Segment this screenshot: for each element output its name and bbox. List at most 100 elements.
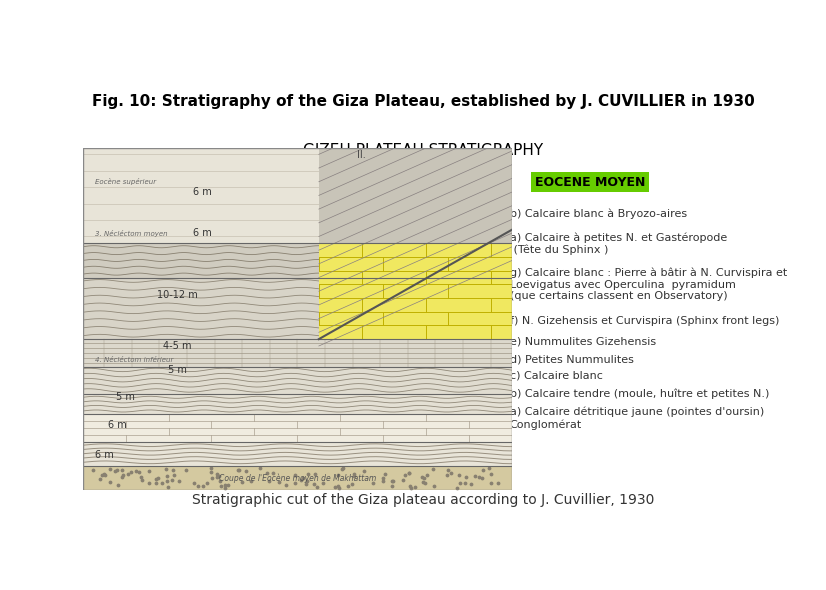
Text: 6 m: 6 m (193, 228, 212, 238)
Point (232, 465, 245, 474)
Point (485, 478, 498, 488)
Text: Eocène supérieur: Eocène supérieur (96, 178, 157, 185)
Point (266, 468, 279, 478)
Point (112, 480, 125, 490)
Bar (83, 148, 319, 243)
Point (307, 480, 320, 489)
Point (331, 481, 344, 490)
Text: 5 m: 5 m (116, 392, 135, 402)
Text: b) Calcaire tendre (moule, huître et petites N.): b) Calcaire tendre (moule, huître et pet… (510, 388, 769, 399)
Bar (319, 148, 512, 243)
Point (132, 467, 145, 477)
Point (172, 476, 185, 486)
Point (444, 468, 457, 478)
Point (161, 471, 174, 481)
Point (403, 481, 416, 491)
Point (426, 464, 439, 474)
Point (116, 470, 130, 480)
Point (418, 473, 431, 483)
Point (453, 478, 467, 488)
Point (99, 470, 112, 480)
Point (160, 477, 173, 486)
Point (197, 481, 210, 490)
Point (192, 481, 205, 491)
Point (342, 481, 355, 491)
Point (442, 466, 455, 475)
Point (201, 478, 214, 487)
Point (459, 472, 472, 481)
Point (210, 473, 223, 482)
Point (482, 463, 496, 473)
Point (440, 470, 453, 480)
Point (213, 477, 226, 486)
Text: EOCENE MOYEN: EOCENE MOYEN (534, 176, 645, 189)
Point (408, 483, 421, 492)
Text: a) Calcaire à petites N. et Gastéropode
 (Tête du Sphinx ): a) Calcaire à petites N. et Gastéropode … (510, 232, 727, 255)
Point (468, 471, 482, 481)
Point (329, 482, 342, 491)
Point (165, 476, 178, 485)
Point (221, 480, 235, 489)
Point (377, 473, 390, 482)
Point (261, 468, 274, 477)
Point (376, 476, 389, 486)
Point (358, 466, 371, 476)
Point (288, 478, 301, 488)
Point (420, 470, 434, 480)
Text: d) Petites Nummulites: d) Petites Nummulites (510, 354, 634, 364)
Bar (83, 466, 512, 490)
Point (335, 464, 349, 474)
Point (294, 476, 307, 485)
Point (263, 476, 276, 485)
Point (254, 463, 267, 473)
Point (219, 483, 232, 493)
Point (205, 463, 218, 473)
Text: f) N. Gizehensis et Curvispira (Sphinx front legs): f) N. Gizehensis et Curvispira (Sphinx f… (510, 316, 779, 326)
Point (289, 470, 302, 480)
Point (219, 480, 232, 490)
Point (396, 475, 410, 484)
Point (155, 478, 169, 488)
Point (143, 467, 156, 476)
Point (491, 478, 505, 488)
Point (402, 468, 415, 478)
Point (235, 477, 249, 487)
Point (416, 477, 430, 487)
Point (415, 472, 429, 481)
Point (95, 470, 108, 479)
Bar (83, 394, 512, 414)
Text: 6 m: 6 m (95, 451, 113, 460)
Point (149, 474, 162, 484)
Text: g) Calcaire blanc : Pierre à bâtir à N. Curvispira et
Loevigatus avec Operculina: g) Calcaire blanc : Pierre à bâtir à N. … (510, 267, 787, 301)
Bar (83, 366, 512, 394)
Text: Stratigraphic cut of the Giza plateau according to J. Cuvillier, 1930: Stratigraphic cut of the Giza plateau ac… (192, 493, 654, 507)
Point (450, 483, 463, 493)
Bar (83, 243, 319, 277)
Point (301, 469, 314, 478)
Point (273, 477, 286, 487)
Point (210, 470, 223, 479)
Point (300, 477, 313, 486)
Point (465, 480, 478, 489)
Point (142, 478, 155, 487)
Point (308, 470, 321, 479)
Point (337, 464, 350, 473)
Point (386, 481, 399, 491)
Text: e) Nummulites Gizehensis: e) Nummulites Gizehensis (510, 336, 656, 346)
Point (367, 478, 380, 488)
Point (162, 483, 175, 492)
Point (167, 465, 180, 474)
Point (428, 481, 441, 490)
Point (179, 465, 192, 474)
Text: Coupe de l'Eocène moyen de Makhattam: Coupe de l'Eocène moyen de Makhattam (219, 473, 376, 483)
Point (398, 470, 411, 479)
Point (244, 476, 258, 486)
Point (121, 469, 135, 478)
Point (476, 473, 489, 483)
Point (116, 473, 129, 482)
Text: Fig. 10: Stratigraphy of the Giza Plateau, established by J. CUVILLIER in 1930: Fig. 10: Stratigraphy of the Giza Platea… (92, 93, 755, 109)
Point (115, 465, 128, 474)
Text: 10-12 m: 10-12 m (157, 290, 197, 300)
Point (310, 483, 323, 492)
Point (135, 476, 148, 485)
